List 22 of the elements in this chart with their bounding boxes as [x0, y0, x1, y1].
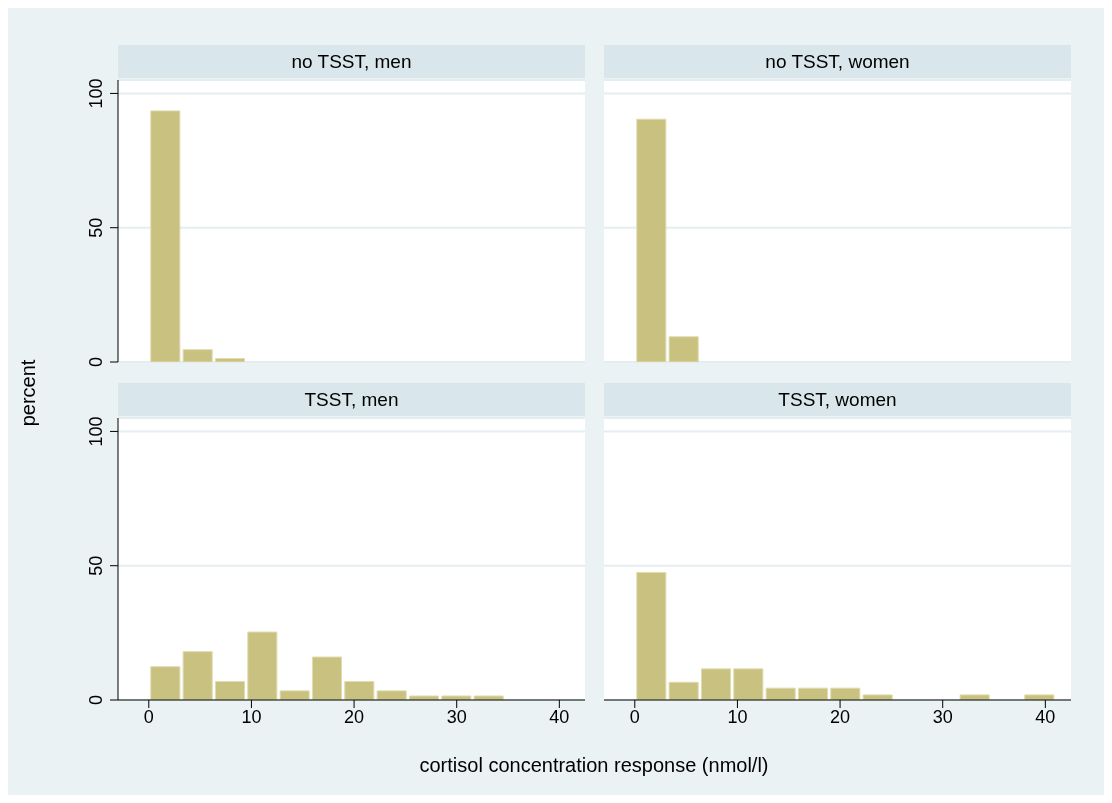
x-tick-label: 0: [629, 706, 640, 727]
chart-title: TSST, women: [778, 388, 897, 411]
y-tick-label: 50: [86, 555, 106, 576]
x-tick-label: 20: [344, 706, 365, 727]
chart-title: no TSST, men: [291, 50, 412, 73]
chart-title: TSST, men: [304, 388, 399, 411]
x-tick-label: 40: [1035, 706, 1056, 727]
x-tick-label: 30: [446, 706, 467, 727]
y-tick-label: 0: [86, 694, 106, 706]
y-axis-title: percent: [16, 359, 40, 427]
x-tick-label: 30: [932, 706, 953, 727]
x-tick-label: 20: [830, 706, 851, 727]
x-tick-label: 40: [549, 706, 570, 727]
y-tick-label: 100: [86, 416, 106, 447]
y-tick-label: 100: [86, 78, 106, 109]
x-tick-label: 0: [143, 706, 154, 727]
x-axis-title: cortisol concentration response (nmol/l): [419, 753, 769, 777]
y-tick-label: 0: [86, 356, 106, 368]
y-tick-label: 50: [86, 217, 106, 238]
x-tick-label: 10: [727, 706, 748, 727]
chart-title: no TSST, women: [765, 50, 910, 73]
x-tick-label: 10: [241, 706, 262, 727]
